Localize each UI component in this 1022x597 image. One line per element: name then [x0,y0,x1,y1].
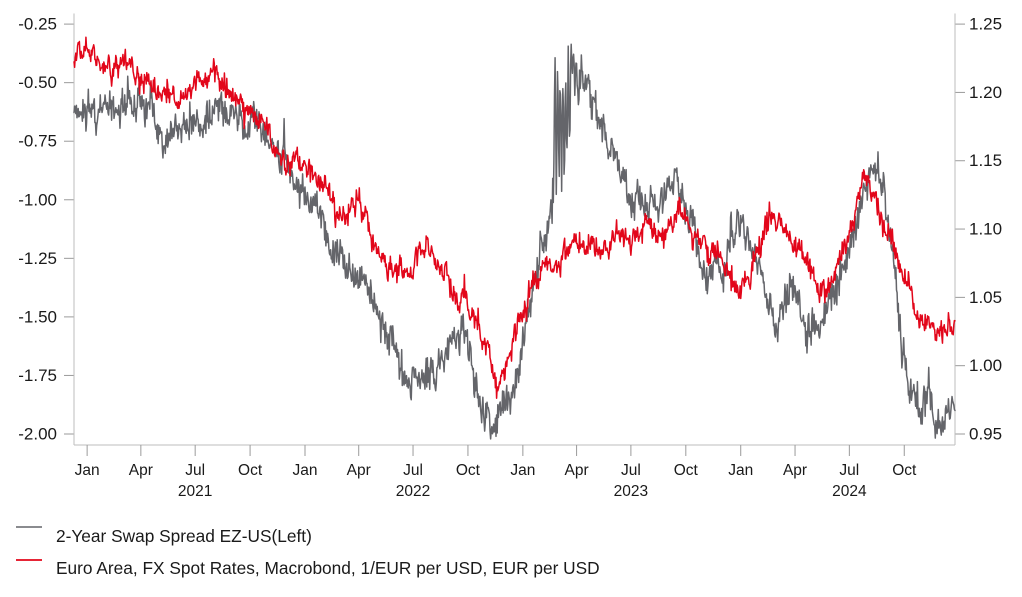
svg-text:2024: 2024 [832,483,867,500]
svg-text:Jan: Jan [728,462,753,479]
svg-text:-1.00: -1.00 [18,190,57,209]
svg-text:Oct: Oct [238,462,263,479]
svg-text:Jan: Jan [292,462,317,479]
svg-text:0.95: 0.95 [969,425,1002,444]
svg-text:1.20: 1.20 [969,83,1002,102]
svg-text:1.15: 1.15 [969,151,1002,170]
svg-text:Oct: Oct [456,462,481,479]
svg-text:-0.25: -0.25 [18,15,57,34]
svg-text:Apr: Apr [565,462,589,479]
svg-text:Jul: Jul [403,462,423,479]
svg-text:2021: 2021 [178,483,212,500]
svg-text:Jul: Jul [839,462,859,479]
svg-text:Apr: Apr [129,462,153,479]
svg-text:-2.00: -2.00 [18,425,57,444]
svg-text:2023: 2023 [614,483,648,500]
svg-text:Jan: Jan [75,462,100,479]
svg-text:1.00: 1.00 [969,356,1002,375]
svg-text:Euro Area, FX Spot Rates, Macr: Euro Area, FX Spot Rates, Macrobond, 1/E… [56,558,600,578]
svg-text:Jul: Jul [621,462,641,479]
svg-text:-1.25: -1.25 [18,249,57,268]
svg-text:-0.50: -0.50 [18,73,57,92]
svg-text:Apr: Apr [347,462,371,479]
svg-text:-1.50: -1.50 [18,307,57,326]
svg-text:1.10: 1.10 [969,220,1002,239]
svg-text:2-Year Swap Spread EZ-US(Left): 2-Year Swap Spread EZ-US(Left) [56,526,312,546]
svg-text:-1.75: -1.75 [18,366,57,385]
svg-text:Apr: Apr [783,462,807,479]
svg-text:-0.75: -0.75 [18,132,57,151]
svg-text:Jul: Jul [185,462,205,479]
svg-text:Oct: Oct [892,462,917,479]
svg-text:1.25: 1.25 [969,15,1002,34]
svg-text:2022: 2022 [396,483,430,500]
svg-text:Oct: Oct [674,462,699,479]
svg-text:1.05: 1.05 [969,288,1002,307]
svg-text:Jan: Jan [510,462,535,479]
